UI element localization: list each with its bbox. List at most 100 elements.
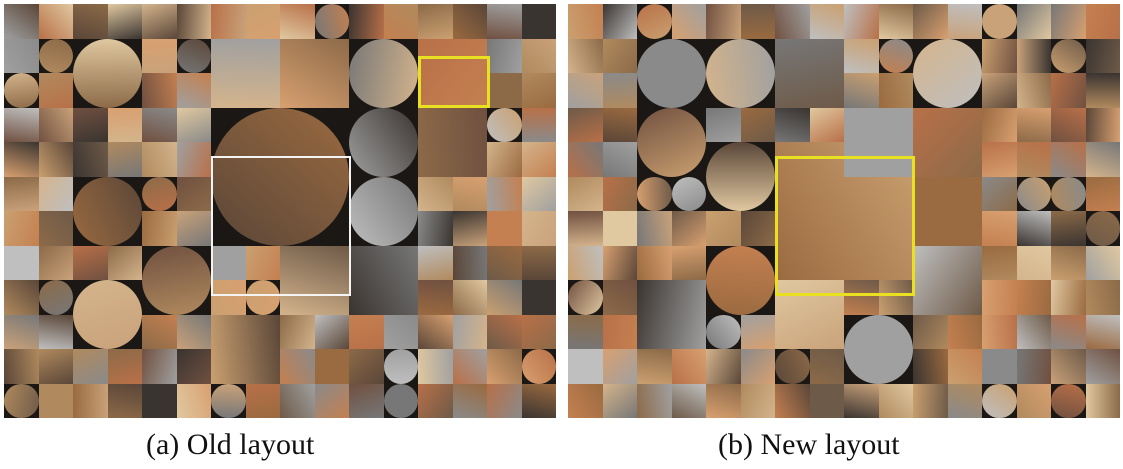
thumbnail-image (982, 349, 1017, 384)
thumbnail-image (280, 38, 349, 108)
thumbnail-image (383, 314, 418, 349)
thumbnail-image (602, 245, 637, 280)
thumbnail-image (521, 314, 556, 349)
thumbnail-image (142, 349, 177, 384)
thumbnail-image (211, 314, 280, 384)
thumbnail-image (4, 73, 39, 108)
thumbnail-image (1016, 73, 1051, 108)
thumbnail-image (142, 211, 177, 246)
thumbnail-image (38, 4, 73, 39)
thumbnail-image (107, 4, 142, 39)
thumbnail-image (142, 38, 177, 73)
thumbnail-image (521, 245, 556, 280)
thumbnail-image (1051, 280, 1086, 315)
thumbnail-image (487, 73, 522, 108)
thumbnail-image (245, 280, 280, 315)
thumbnail-image (775, 383, 810, 418)
thumbnail-image (602, 176, 637, 211)
thumbnail-image (383, 349, 418, 384)
thumbnail-image (521, 4, 556, 39)
thumbnail-image (73, 142, 108, 177)
thumbnail-image (982, 280, 1017, 315)
thumbnail-image (349, 107, 418, 177)
thumbnail-image (1051, 107, 1086, 142)
thumbnail-image (775, 280, 844, 349)
thumbnail-image (487, 383, 522, 418)
thumbnail-image (107, 107, 142, 142)
thumbnail-image (452, 4, 487, 39)
thumbnail-image (706, 38, 775, 108)
thumbnail-image (878, 38, 913, 73)
thumbnail-image (1051, 176, 1086, 211)
thumbnail-image (142, 142, 177, 177)
thumbnail-image (1016, 280, 1051, 315)
thumbnail-image (418, 107, 487, 177)
thumbnail-image (521, 107, 556, 142)
thumbnail-image (637, 280, 706, 349)
thumbnail-image (602, 383, 637, 418)
thumbnail-image (383, 383, 418, 418)
thumbnail-image (245, 4, 280, 39)
thumbnail-image (107, 142, 142, 177)
thumbnail-image (418, 314, 453, 349)
thumbnail-image (809, 349, 844, 384)
thumbnail-image (1085, 142, 1120, 177)
thumbnail-image (1085, 245, 1120, 280)
thumbnail-image (107, 349, 142, 384)
thumbnail-image (4, 280, 39, 315)
thumbnail-image (706, 4, 741, 39)
thumbnail-image (280, 4, 315, 39)
thumbnail-image (4, 38, 39, 73)
thumbnail-image (568, 314, 603, 349)
thumbnail-image (38, 107, 73, 142)
thumbnail-image (176, 349, 211, 384)
thumbnail-image (245, 383, 280, 418)
thumbnail-image (775, 38, 844, 108)
thumbnail-image (211, 107, 349, 246)
thumbnail-image (844, 383, 879, 418)
panel-old-layout (4, 4, 556, 418)
thumbnail-image (637, 38, 706, 108)
thumbnail-image (418, 280, 453, 315)
thumbnail-image (487, 176, 522, 211)
thumbnail-image (982, 107, 1017, 142)
thumbnail-image (521, 280, 556, 315)
thumbnail-image (38, 280, 73, 315)
thumbnail-image (844, 38, 879, 73)
thumbnail-image (602, 142, 637, 177)
thumbnail-image (4, 176, 39, 211)
thumbnail-image (878, 383, 913, 418)
selected-image-highlight (775, 156, 915, 296)
thumbnail-image (1051, 211, 1086, 246)
thumbnail-image (637, 107, 706, 177)
thumbnail-image (775, 107, 810, 142)
thumbnail-image (73, 4, 108, 39)
thumbnail-image (418, 349, 453, 384)
thumbnail-image (982, 176, 1017, 211)
thumbnail-image (637, 4, 672, 39)
thumbnail-image (349, 176, 418, 246)
thumbnail-image (878, 73, 913, 108)
thumbnail-image (740, 383, 775, 418)
thumbnail-image (1051, 349, 1086, 384)
thumbnail-image (844, 73, 879, 108)
thumbnail-image (1051, 383, 1086, 418)
thumbnail-image (671, 349, 706, 384)
thumbnail-image (913, 38, 982, 108)
thumbnail-image (38, 245, 73, 280)
thumbnail-image (947, 383, 982, 418)
thumbnail-image (38, 383, 73, 418)
thumbnail-image (487, 38, 522, 73)
thumbnail-image (1051, 4, 1086, 39)
thumbnail-image (73, 176, 142, 246)
thumbnail-image (4, 349, 39, 384)
thumbnail-image (1016, 383, 1051, 418)
thumbnail-image (982, 383, 1017, 418)
thumbnail-image (671, 383, 706, 418)
thumbnail-image (452, 176, 487, 211)
thumbnail-image (142, 4, 177, 39)
thumbnail-image (142, 176, 177, 211)
thumbnail-image (913, 314, 948, 349)
thumbnail-image (568, 107, 603, 142)
thumbnail-image (142, 314, 177, 349)
